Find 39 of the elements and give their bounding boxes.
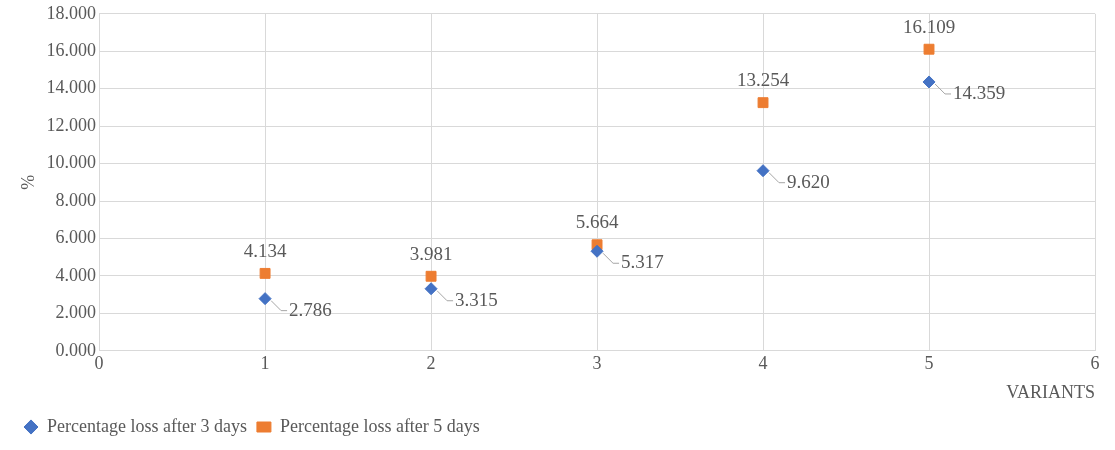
- y-tick-label: 10.000: [46, 152, 97, 173]
- data-label: 3.981: [409, 242, 453, 264]
- point: [757, 97, 769, 109]
- data-label: 4.134: [243, 239, 287, 261]
- y-tick-label: 14.000: [46, 77, 97, 98]
- point: [590, 244, 604, 258]
- x-tick-label: 1: [260, 353, 270, 374]
- x-tick-label: 3: [592, 353, 602, 374]
- y-tick-label: 8.000: [55, 189, 97, 210]
- data-label: 14.359: [953, 81, 1006, 103]
- x-tick-label: 2: [426, 353, 436, 374]
- legend-label: Percentage loss after 5 days: [279, 415, 480, 436]
- point: [424, 282, 438, 296]
- y-tick-label: 4.000: [55, 264, 97, 285]
- data-label: 3.315: [455, 288, 498, 310]
- data-label: 9.620: [787, 170, 830, 192]
- y-axis-title: %: [17, 174, 38, 190]
- x-tick-label: 5: [924, 353, 934, 374]
- data-label: 5.664: [575, 211, 619, 233]
- y-tick-label: 2.000: [55, 302, 97, 323]
- x-tick-label: 6: [1090, 353, 1100, 374]
- point: [259, 267, 271, 279]
- data-label: 5.317: [621, 251, 664, 273]
- point: [922, 75, 936, 89]
- point: [923, 43, 935, 55]
- x-axis-title: VARIANTS: [1006, 381, 1095, 402]
- y-tick-label: 18.000: [46, 2, 97, 23]
- point: [425, 270, 437, 282]
- y-tick-label: 12.000: [46, 114, 97, 135]
- data-label: 13.254: [736, 69, 790, 91]
- legend-label: Percentage loss after 3 days: [47, 415, 247, 436]
- data-label: 2.786: [289, 298, 332, 320]
- point: [258, 292, 272, 306]
- y-tick-label: 6.000: [55, 227, 97, 248]
- point: [756, 164, 770, 178]
- x-tick-label: 4: [758, 353, 768, 374]
- data-label: 16.109: [902, 15, 956, 37]
- x-tick-label: 0: [94, 353, 104, 374]
- y-tick-label: 16.000: [46, 39, 97, 60]
